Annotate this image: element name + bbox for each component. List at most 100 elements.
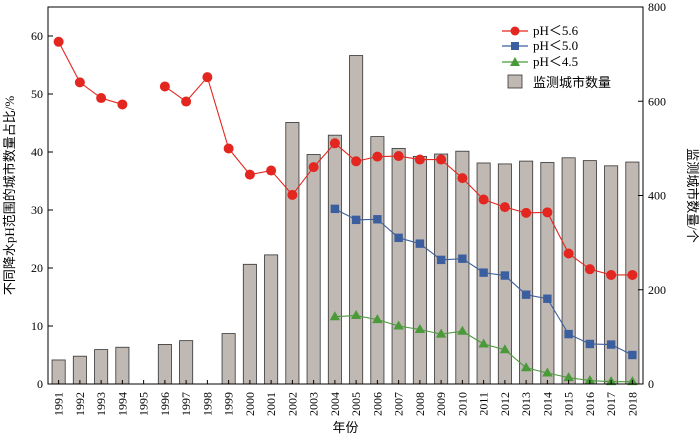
- point-s1-2012: [500, 271, 510, 280]
- point-s0-2016: [584, 264, 595, 275]
- point-s0-1993: [96, 93, 107, 104]
- point-s0-2012: [499, 202, 510, 213]
- ytick-left-label: 10: [31, 319, 43, 333]
- point-s0-2007: [393, 151, 404, 162]
- point-s0-2009: [436, 154, 447, 165]
- point-s0-2018: [627, 269, 638, 280]
- legend: pH＜5.6 pH＜5.0 pH＜4.5 监测城市数量: [502, 23, 611, 90]
- xtick-label-2002: 2002: [285, 392, 299, 416]
- bar-2009: [434, 153, 449, 385]
- xtick-label-2001: 2001: [264, 392, 278, 416]
- xtick-label-1991: 1991: [52, 392, 66, 416]
- point-s1-2007: [394, 233, 403, 243]
- point-s0-2001: [266, 165, 277, 176]
- point-s0-2014: [542, 207, 553, 218]
- ytick-left-label: 20: [31, 261, 43, 275]
- bar-1993: [94, 349, 109, 385]
- point-s0-2011: [478, 194, 489, 205]
- point-s2-2014: [542, 367, 553, 377]
- point-s0-1996: [159, 81, 170, 92]
- xtick-label-2009: 2009: [434, 392, 448, 416]
- point-s0-2015: [563, 248, 574, 259]
- xtick-label-2017: 2017: [604, 392, 618, 416]
- legend-label-ph50: pH＜5.0: [533, 38, 578, 53]
- point-s0-2002: [287, 189, 298, 200]
- xtick-label-1996: 1996: [158, 392, 172, 416]
- point-s0-2010: [457, 173, 468, 184]
- xtick-label-2000: 2000: [243, 392, 257, 416]
- ytick-right-label: 400: [648, 189, 666, 203]
- xtick-label-1994: 1994: [115, 392, 129, 416]
- point-s2-2006: [372, 314, 383, 324]
- point-s1-2016: [585, 339, 595, 349]
- point-s2-2015: [563, 372, 574, 382]
- bar-2002: [285, 122, 300, 385]
- point-s2-2005: [350, 310, 362, 320]
- ytick-left-label: 40: [31, 145, 43, 159]
- point-s0-1999: [223, 143, 234, 154]
- legend-marker-ph56: [510, 26, 520, 36]
- ytick-right-label: 0: [648, 377, 654, 391]
- point-s0-1997: [181, 96, 192, 107]
- xtick-label-1995: 1995: [137, 392, 151, 416]
- point-s0-2003: [308, 162, 319, 173]
- xtick-label-2012: 2012: [498, 392, 512, 416]
- bar-2008: [412, 155, 427, 385]
- legend-marker-ph50: [511, 42, 519, 50]
- xtick-label-2007: 2007: [392, 392, 406, 416]
- point-s0-1994: [117, 99, 128, 110]
- xtick-label-2003: 2003: [307, 392, 321, 416]
- legend-marker-ph45: [510, 57, 520, 66]
- bar-2004: [327, 134, 342, 385]
- bar-1994: [115, 346, 130, 385]
- bar-2006: [370, 136, 385, 385]
- point-s2-2004: [329, 311, 341, 321]
- xtick-label-2014: 2014: [540, 392, 554, 416]
- xtick-label-2016: 2016: [583, 392, 597, 416]
- point-s1-2017: [606, 340, 616, 349]
- xtick-label-1998: 1998: [200, 392, 214, 416]
- point-s1-2013: [521, 290, 531, 299]
- legend-swatch-cities: [507, 74, 523, 89]
- point-s2-2008: [414, 323, 426, 333]
- bar-1999: [221, 333, 236, 385]
- point-s1-2018: [628, 350, 637, 360]
- xtick-label-2008: 2008: [413, 392, 427, 416]
- line-layer: [53, 36, 638, 386]
- point-s1-2011: [479, 268, 488, 277]
- point-s0-2005: [351, 156, 362, 167]
- point-s1-2006: [373, 215, 382, 224]
- point-s0-2006: [372, 151, 383, 162]
- bar-2007: [391, 147, 406, 385]
- point-s2-2016: [584, 375, 596, 385]
- bar-2013: [519, 160, 534, 385]
- ytick-left-label: 0: [37, 377, 43, 391]
- xtick-label-2011: 2011: [477, 392, 491, 416]
- point-s2-2009: [435, 328, 447, 338]
- bar-2001: [264, 254, 279, 385]
- ytick-left-label: 50: [31, 87, 43, 101]
- bar-2000: [242, 263, 257, 385]
- y-axis-right-label: 监测城市数量/个: [685, 148, 700, 243]
- xtick-label-1993: 1993: [94, 392, 108, 416]
- point-s0-1991: [53, 36, 64, 47]
- bar-1997: [179, 340, 194, 385]
- point-s1-2008: [415, 239, 425, 248]
- point-s1-2004: [330, 204, 340, 214]
- xtick-label-2010: 2010: [455, 392, 469, 416]
- point-s0-2013: [521, 207, 532, 218]
- point-s2-2012: [499, 344, 511, 354]
- bar-1992: [72, 355, 87, 385]
- xtick-label-1992: 1992: [73, 392, 87, 416]
- point-s0-1998: [202, 72, 213, 83]
- ytick-left-label: 30: [31, 203, 43, 217]
- ytick-right-label: 200: [648, 283, 666, 297]
- xtick-label-2018: 2018: [625, 392, 639, 416]
- point-s1-2009: [436, 255, 446, 265]
- point-s0-2000: [244, 169, 255, 180]
- xtick-label-2006: 2006: [370, 392, 384, 416]
- point-s2-2010: [457, 325, 468, 335]
- point-s1-2015: [564, 329, 573, 339]
